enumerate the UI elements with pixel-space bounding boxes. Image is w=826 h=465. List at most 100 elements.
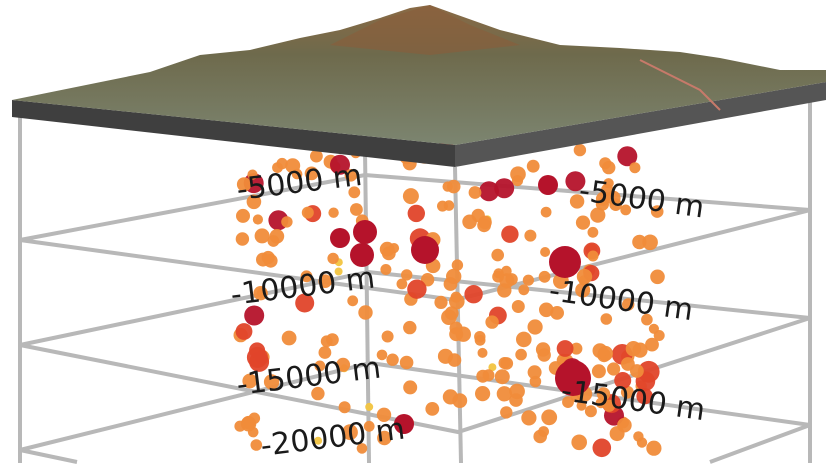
earthquake-point xyxy=(600,313,613,325)
earthquake-point xyxy=(261,250,275,265)
earthquake-point xyxy=(464,285,483,304)
earthquake-point xyxy=(447,353,462,367)
earthquake-point xyxy=(403,380,418,395)
terrain-surface xyxy=(12,5,826,145)
earthquake-point xyxy=(522,274,535,286)
earthquake-point xyxy=(363,420,375,432)
earthquake-point xyxy=(595,197,610,211)
earthquake-point xyxy=(599,157,612,170)
earthquake-point xyxy=(281,330,297,346)
terrain-road xyxy=(639,59,721,111)
earthquake-point xyxy=(301,206,314,219)
earthquake-point-large xyxy=(330,228,350,248)
earthquake-point xyxy=(449,321,463,335)
earthquake-point xyxy=(527,319,543,335)
earthquake-point xyxy=(300,270,313,283)
earthquake-point xyxy=(637,360,660,383)
earthquake-point xyxy=(499,273,515,289)
earthquake-point xyxy=(550,306,564,320)
earthquake-point xyxy=(399,355,414,370)
mountain-ridge xyxy=(330,5,520,55)
earthquake-point xyxy=(620,204,632,216)
earthquake-point xyxy=(591,364,606,379)
earthquake-point xyxy=(425,402,440,416)
earthquake-point xyxy=(516,331,532,348)
earthquake-point xyxy=(587,226,599,238)
earthquake-point xyxy=(485,315,499,329)
earthquake-point-large xyxy=(549,246,581,278)
earthquake-point-large xyxy=(538,175,558,195)
earthquake-point xyxy=(468,186,482,199)
earthquake-point xyxy=(452,393,468,408)
earthquake-point xyxy=(575,282,591,298)
earthquake-point xyxy=(569,194,585,209)
earthquake-point xyxy=(381,330,394,343)
earthquake-point xyxy=(511,300,525,313)
earthquake-point xyxy=(614,372,632,389)
earthquake-point xyxy=(645,337,659,352)
earthquake-point xyxy=(253,286,268,301)
earthquake-point xyxy=(642,234,658,251)
earthquake-point xyxy=(295,293,315,313)
earthquake-point xyxy=(336,357,351,372)
earthquake-point xyxy=(541,409,558,426)
earthquake-point xyxy=(524,229,537,242)
earthquake-point xyxy=(540,247,551,257)
earthquake-point xyxy=(444,306,459,320)
earthquake-point xyxy=(571,434,587,451)
earthquake-point xyxy=(254,228,270,244)
earthquake-point xyxy=(592,438,612,458)
earthquake-point xyxy=(350,203,363,216)
earthquake-point xyxy=(407,204,425,223)
earthquake-point-large xyxy=(353,220,377,244)
earthquake-point xyxy=(617,417,632,433)
earthquake-point xyxy=(556,340,574,357)
earthquake-point-large xyxy=(394,414,414,434)
earthquake-point-large xyxy=(350,243,374,267)
earthquake-point xyxy=(500,406,513,419)
earthquake-point xyxy=(365,402,374,411)
earthquake-point xyxy=(236,208,250,223)
depth-plane-3 xyxy=(19,360,811,464)
terrain-block xyxy=(12,5,826,167)
earthquake-point xyxy=(478,215,492,230)
earthquake-point xyxy=(334,267,343,276)
terrain-right-face xyxy=(455,82,826,167)
earthquake-point xyxy=(570,342,583,355)
earthquake-point xyxy=(562,396,574,408)
earthquake-point xyxy=(526,159,540,173)
earthquake-point xyxy=(527,365,542,380)
earthquake-point xyxy=(327,252,339,265)
earthquake-point xyxy=(576,268,593,285)
earthquake-point xyxy=(609,198,622,211)
earthquake-point xyxy=(281,216,293,228)
earthquake-point xyxy=(244,305,265,326)
earthquake-point xyxy=(540,206,552,218)
earthquake-point xyxy=(587,250,599,262)
earthquake-point xyxy=(573,143,587,157)
earthquake-point xyxy=(403,320,417,335)
earthquake-point xyxy=(442,181,453,192)
earthquake-point xyxy=(451,259,464,271)
earthquake-point xyxy=(388,243,400,254)
earthquake-point xyxy=(236,177,252,192)
earthquake-point xyxy=(518,284,530,296)
earthquake-point xyxy=(328,207,339,218)
earthquake-point xyxy=(304,166,319,181)
earthquake-point xyxy=(475,386,491,402)
terrain-left-face xyxy=(12,100,455,167)
earthquake-point xyxy=(443,200,455,211)
earthquake-point xyxy=(622,298,635,311)
earthquake-point xyxy=(386,353,399,366)
earthquake-point xyxy=(318,274,333,289)
earthquake-point xyxy=(407,279,427,299)
earthquake-point xyxy=(347,295,359,307)
earthquake-point xyxy=(376,349,388,361)
earthquake-point xyxy=(476,369,490,383)
earthquake-point xyxy=(538,426,549,437)
earthquake-point xyxy=(235,323,253,340)
earthquake-point xyxy=(501,225,519,243)
earthquake-point xyxy=(596,387,611,401)
